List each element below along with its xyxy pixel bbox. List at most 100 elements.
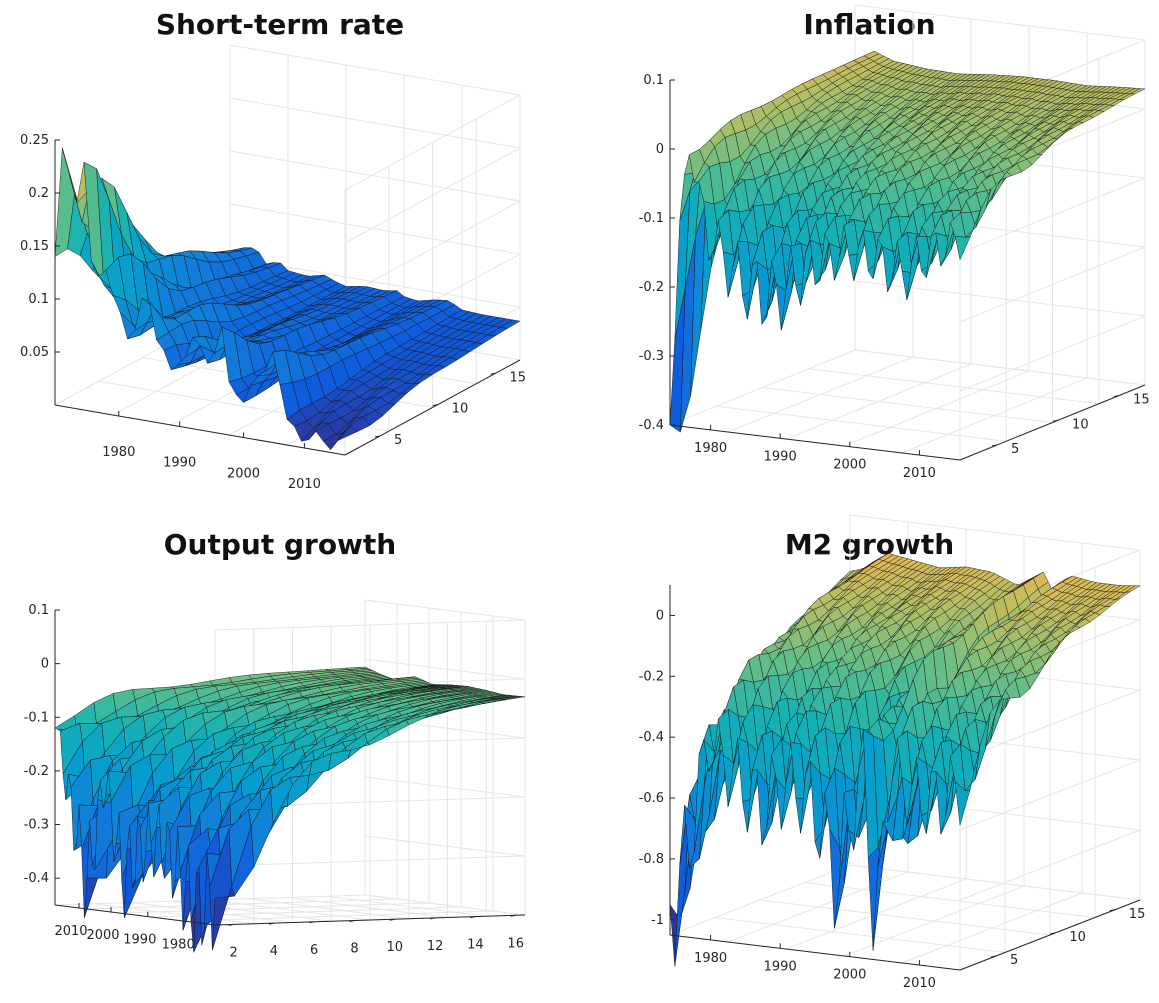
y-tick (349, 920, 355, 922)
gridline (344, 94, 521, 191)
gridline (344, 147, 521, 244)
y-tick (430, 917, 436, 920)
surface-patch (212, 885, 235, 951)
chart-title: Inflation (803, 8, 936, 41)
y-tick-label: 15 (1129, 907, 1146, 922)
gridline (959, 689, 1141, 761)
surface-patch (954, 781, 971, 826)
y-tick (1109, 909, 1115, 912)
surface-mesh (54, 666, 526, 954)
y-axis-line (959, 899, 1141, 971)
x-tick-label: 2010 (288, 477, 321, 492)
gridline (959, 829, 1141, 901)
z-tick-label: 0.1 (28, 292, 49, 307)
surface-mesh (669, 553, 1141, 967)
gridline (959, 759, 1141, 831)
surface-patch (328, 749, 351, 771)
z-tick-label: 0 (41, 657, 49, 672)
gridline (364, 658, 526, 680)
z-tick-label: 0.1 (643, 73, 664, 88)
z-tick-label: -1 (651, 913, 664, 928)
y-tick-label: 10 (1069, 930, 1086, 945)
x-axis-line (669, 934, 961, 971)
chart-title: M2 growth (784, 528, 955, 561)
surface-plot: 0.05 0.1 0.15 0.2 0.25 1980 1990 2000 2010 5 10 15 (20, 44, 527, 492)
gridline (214, 855, 526, 867)
y-tick-label: 4 (270, 944, 278, 959)
y-tick-label: 2 (229, 945, 237, 960)
x-tick-label: 1980 (102, 445, 135, 460)
gridline (229, 150, 521, 202)
y-tick (432, 404, 438, 407)
surface-plot: -1 -0.8 -0.6 -0.4 -0.2 0 1980 1990 2000 2010 5 10 15 (639, 514, 1146, 991)
gridline (93, 903, 254, 925)
surface-patch (954, 236, 971, 261)
y-tick (991, 444, 998, 447)
y-tick-label: 8 (350, 942, 358, 957)
surface-mesh (669, 50, 1146, 433)
gridline (364, 835, 526, 857)
y-tick-label: 10 (387, 940, 404, 955)
y-tick-label: 16 (507, 936, 524, 951)
x-axis-line (54, 904, 216, 926)
y-tick (309, 921, 315, 924)
z-tick-label: -0.1 (639, 211, 664, 226)
x-tick-label: 1980 (694, 951, 727, 966)
x-tick-label: 2000 (86, 928, 119, 943)
z-tick-label: -0.4 (24, 871, 49, 886)
y-axis-line (344, 359, 521, 456)
chart-panel-inflation: Inflation -0.4 -0.3 -0.2 -0.1 0 0.1 1980 1990 20… (580, 0, 1159, 481)
x-tick-label: 2010 (903, 466, 936, 481)
z-tick-label: 0 (656, 608, 664, 623)
y-tick-label: 6 (310, 943, 318, 958)
z-tick-label: 0.2 (28, 186, 49, 201)
x-tick-label: 1990 (764, 959, 797, 974)
x-tick-label: 1990 (123, 933, 156, 948)
gridline (209, 899, 371, 921)
z-tick-label: 0.15 (20, 239, 49, 254)
gridline (248, 898, 409, 920)
y-tick-label: 15 (510, 370, 527, 385)
y-tick (990, 955, 997, 958)
z-tick-label: 0.1 (28, 603, 49, 618)
x-tick-label: 1990 (764, 449, 797, 464)
z-tick-label: -0.2 (639, 669, 664, 684)
z-tick-label: -0.8 (639, 852, 664, 867)
gridline (364, 776, 526, 798)
gridline (229, 203, 521, 255)
y-tick-label: 5 (1011, 442, 1019, 457)
x-tick-label: 2000 (833, 458, 866, 473)
z-tick-label: 0.25 (20, 133, 49, 148)
gridline (959, 315, 1146, 392)
y-tick-label: 10 (1072, 417, 1089, 432)
y-tick-label: 5 (394, 433, 402, 448)
x-tick-label: 2010 (54, 924, 87, 939)
y-tick (228, 923, 234, 926)
surface-patch (337, 425, 358, 441)
x-tick-label: 2010 (903, 976, 936, 991)
z-tick-label: -0.4 (639, 418, 664, 433)
gridline (714, 917, 1006, 953)
y-tick-label: 12 (427, 939, 444, 954)
chart-title: Output growth (163, 528, 397, 561)
gridline (326, 895, 487, 917)
x-tick-label: 2000 (227, 467, 260, 482)
gridline (808, 368, 1099, 405)
chart-panel-m2-growth: M2 growth -1 -0.8 -0.6 -0.4 -0.2 0 1980 1990 200… (580, 500, 1159, 1003)
y-tick (374, 435, 381, 438)
x-tick-label: 1990 (163, 456, 196, 471)
y-tick (490, 372, 496, 375)
y-tick-label: 5 (1010, 953, 1018, 968)
z-tick-label: -0.6 (639, 791, 664, 806)
y-tick-label: 14 (467, 938, 484, 953)
y-tick (1050, 932, 1056, 935)
surface-plot: -0.4 -0.3 -0.2 -0.1 0 0.1 1980 1990 2000 2010 5 10 1… (639, 4, 1150, 481)
x-tick-label: 2000 (833, 968, 866, 983)
gridline (364, 599, 526, 621)
gridline (959, 177, 1146, 254)
gridline (804, 882, 1096, 918)
gridline (762, 387, 1053, 423)
gridline (854, 349, 1146, 386)
x-axis-line (54, 404, 346, 456)
